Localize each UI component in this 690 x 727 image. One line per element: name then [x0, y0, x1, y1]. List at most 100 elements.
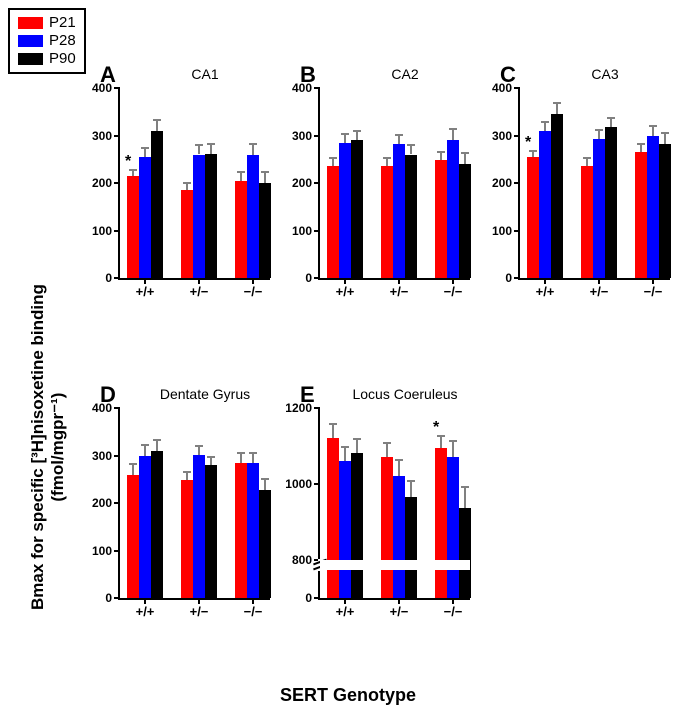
- x-tick-label: −/−: [444, 604, 463, 619]
- y-tick-label: 1000: [285, 477, 312, 491]
- bar: [393, 476, 405, 598]
- legend-item: P28: [18, 32, 76, 50]
- plot-area: 0100200300400+/++/−−/−*: [518, 88, 670, 280]
- bar: [247, 155, 259, 279]
- y-tick-label: 400: [92, 401, 112, 415]
- y-tick-label: 0: [105, 271, 112, 285]
- y-tick-label: 200: [92, 176, 112, 190]
- plot-area: 0100200300400+/++/−−/−*: [118, 88, 270, 280]
- panel-title: Locus Coeruleus: [330, 386, 480, 402]
- bar: [139, 456, 151, 599]
- legend-item: P90: [18, 50, 76, 68]
- y-tick-label: 800: [292, 553, 312, 567]
- y-tick-label: 100: [92, 224, 112, 238]
- plot-area: 0100200300400+/++/−−/−: [318, 88, 470, 280]
- y-tick-label: 1200: [285, 401, 312, 415]
- y-tick-label: 300: [92, 449, 112, 463]
- bar: [181, 480, 193, 598]
- legend-swatch: [18, 53, 43, 65]
- bar: [205, 154, 217, 278]
- bar: [435, 160, 447, 278]
- significance-marker: *: [525, 134, 531, 152]
- y-tick-label: 0: [505, 271, 512, 285]
- panel-title: CA3: [530, 66, 680, 82]
- bar: [447, 140, 459, 278]
- error-bar: [452, 440, 454, 457]
- x-tick-label: −/−: [644, 284, 663, 299]
- y-tick-label: 0: [105, 591, 112, 605]
- legend-swatch: [18, 35, 43, 47]
- significance-marker: *: [125, 153, 131, 171]
- bar: [151, 451, 163, 598]
- y-tick-label: 100: [492, 224, 512, 238]
- x-tick-label: +/−: [390, 284, 409, 299]
- y-axis-label: Bmax for specific [³H]nisoxetine binding…: [28, 284, 68, 610]
- bar: [381, 457, 393, 598]
- panel-B: BCA20100200300400+/++/−−/−: [300, 70, 480, 295]
- y-tick-label: 300: [92, 129, 112, 143]
- x-axis-label: SERT Genotype: [280, 685, 416, 706]
- figure-root: P21P28P90 Bmax for specific [³H]nisoxeti…: [0, 0, 690, 727]
- y-tick-label: 0: [305, 591, 312, 605]
- x-tick-label: −/−: [244, 604, 263, 619]
- bar: [139, 157, 151, 278]
- bar: [539, 131, 551, 278]
- bar: [605, 127, 617, 278]
- bar: [259, 183, 271, 278]
- panel-C: CCA30100200300400+/++/−−/−*: [500, 70, 680, 295]
- significance-marker: *: [433, 419, 439, 437]
- legend: P21P28P90: [8, 8, 86, 74]
- bar: [527, 157, 539, 278]
- bar: [339, 461, 351, 598]
- x-tick-label: +/+: [136, 604, 155, 619]
- y-tick-label: 0: [305, 271, 312, 285]
- bar: [593, 139, 605, 278]
- error-bar: [356, 438, 358, 453]
- bar: [459, 508, 471, 598]
- panel-title: CA2: [330, 66, 480, 82]
- bar: [247, 463, 259, 598]
- error-bar: [398, 459, 400, 476]
- y-tick-label: 300: [292, 129, 312, 143]
- bar: [259, 490, 271, 598]
- y-tick-label: 100: [292, 224, 312, 238]
- legend-item: P21: [18, 14, 76, 32]
- y-tick-label: 400: [92, 81, 112, 95]
- y-tick-label: 400: [292, 81, 312, 95]
- x-tick-label: +/+: [336, 284, 355, 299]
- y-tick-label: 100: [92, 544, 112, 558]
- x-tick-label: +/+: [336, 604, 355, 619]
- plot-area: 080010001200+/++/−−/−*: [318, 408, 470, 600]
- legend-label: P90: [49, 50, 76, 68]
- bar: [581, 166, 593, 278]
- y-axis-label-line1: Bmax for specific [³H]nisoxetine binding: [28, 284, 47, 610]
- y-tick-label: 400: [492, 81, 512, 95]
- x-tick-label: −/−: [444, 284, 463, 299]
- bar: [235, 463, 247, 598]
- error-bar: [386, 442, 388, 457]
- bar: [351, 453, 363, 598]
- bar: [405, 497, 417, 598]
- x-tick-label: +/−: [590, 284, 609, 299]
- bar: [647, 136, 659, 278]
- x-tick-label: −/−: [244, 284, 263, 299]
- bar: [635, 152, 647, 278]
- bar: [193, 155, 205, 279]
- bar: [127, 475, 139, 599]
- bar: [405, 155, 417, 279]
- y-tick-label: 200: [492, 176, 512, 190]
- legend-label: P21: [49, 14, 76, 32]
- bar: [327, 438, 339, 598]
- panel-A: ACA10100200300400+/++/−−/−*: [100, 70, 280, 295]
- bar: [447, 457, 459, 598]
- legend-swatch: [18, 17, 43, 29]
- y-axis-label-line2: (fmol/mgpr⁻¹): [48, 284, 68, 610]
- bar: [151, 131, 163, 278]
- bar: [339, 143, 351, 278]
- panel-title: Dentate Gyrus: [130, 386, 280, 402]
- bar: [205, 465, 217, 598]
- y-tick-label: 200: [292, 176, 312, 190]
- bar: [351, 140, 363, 278]
- bar: [235, 181, 247, 278]
- panel-E: ELocus Coeruleus080010001200+/++/−−/−*: [300, 390, 480, 615]
